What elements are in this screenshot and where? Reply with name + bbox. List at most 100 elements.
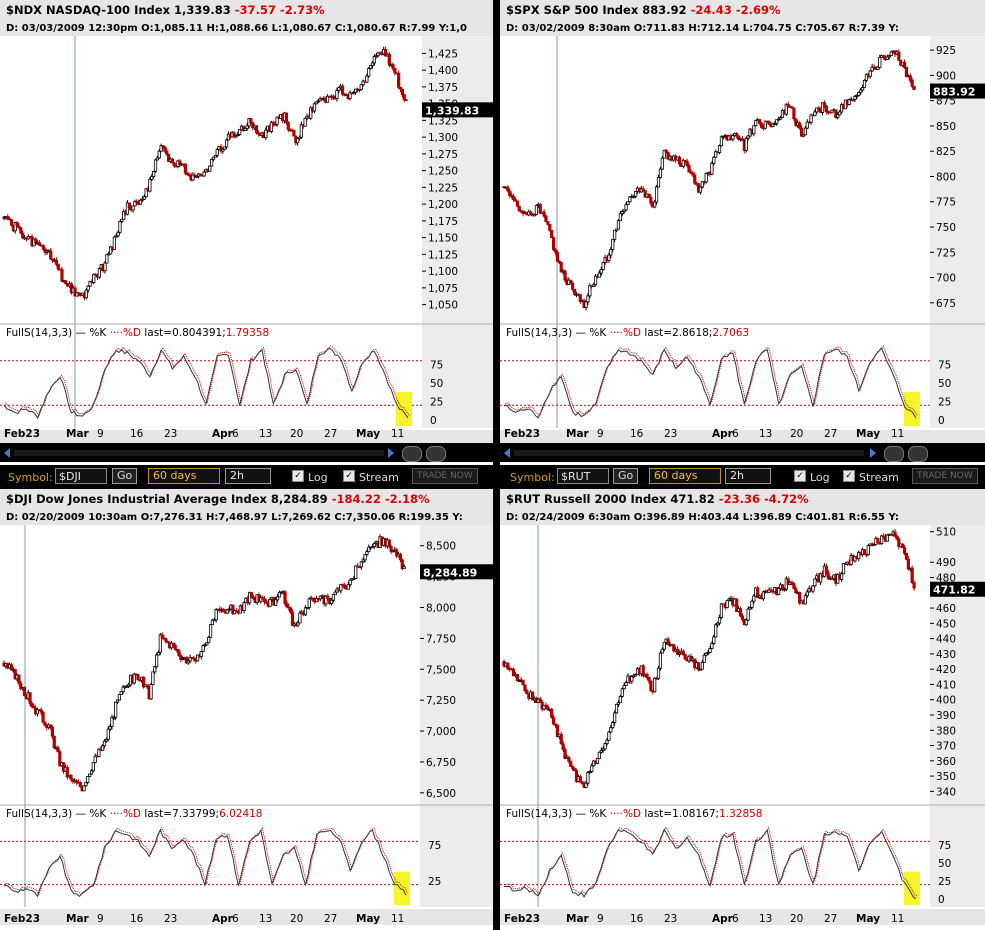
candle-body (609, 727, 613, 733)
zoom-out-icon[interactable] (908, 446, 928, 462)
candle-body (523, 684, 527, 692)
candle-body (561, 743, 565, 750)
candle-body (285, 603, 289, 608)
candle-body (553, 723, 558, 726)
candle-body (104, 738, 108, 742)
stream-checkbox[interactable]: ✓ (343, 470, 355, 482)
candle-body (525, 690, 529, 694)
candle-body (798, 591, 802, 604)
log-checkbox[interactable]: ✓ (292, 470, 304, 482)
trade-now-button[interactable]: TRADE NOW (912, 468, 978, 484)
x-tick-label: Apr (712, 428, 734, 440)
chart-title: $DJI Dow Jones Industrial Average Index … (6, 492, 430, 506)
candle-body (910, 79, 914, 87)
trade-now-button[interactable]: TRADE NOW (412, 468, 478, 484)
candle-body (805, 591, 809, 597)
candle-body (318, 595, 322, 600)
candle-body (140, 198, 145, 201)
x-tick-label: 6 (732, 913, 739, 925)
chart-panel-dji[interactable]: $DJI Dow Jones Industrial Average Index … (0, 489, 493, 930)
go-button[interactable]: Go (112, 468, 138, 484)
candle-body (324, 595, 328, 605)
dji-chart-svg[interactable]: $DJI Dow Jones Industrial Average Index … (0, 489, 493, 930)
candle-body (387, 539, 391, 547)
candle-body (675, 648, 680, 655)
scroll-left-icon[interactable] (4, 448, 10, 458)
candle-body (571, 766, 575, 769)
scroll-left-icon[interactable] (504, 448, 510, 458)
candle-body (904, 552, 909, 560)
candle-body (398, 553, 403, 561)
candle-body (876, 538, 880, 544)
candle-body (773, 122, 777, 125)
spx-chart-svg[interactable]: $SPX S&P 500 Index 883.92 -24.43 -2.69% D… (500, 0, 985, 444)
last-price-box (422, 102, 493, 118)
scroll-track[interactable] (14, 450, 384, 456)
candle-body (616, 702, 621, 705)
candle-body (738, 608, 743, 617)
x-tick-label: 11 (391, 428, 404, 440)
log-checkbox[interactable]: ✓ (794, 470, 806, 482)
candle-body (305, 607, 309, 609)
scroll-right-icon[interactable] (870, 448, 876, 458)
candle-body (857, 552, 861, 560)
change-percent: -4.72% (764, 492, 809, 506)
candle-body (538, 204, 542, 214)
chart-panel-rut[interactable]: $RUT Russell 2000 Index 471.82 -23.36 -4… (500, 489, 985, 930)
candle-body (152, 171, 156, 177)
scrollbar-left[interactable] (0, 444, 493, 462)
scrollbar-right[interactable] (500, 444, 985, 462)
candle-body (714, 151, 718, 158)
candle-body (264, 129, 268, 139)
candle-body (510, 195, 514, 197)
scroll-track[interactable] (514, 450, 864, 456)
days-select[interactable]: 60 days (148, 468, 220, 484)
candle-body (731, 135, 735, 140)
candle-body (48, 724, 53, 728)
candle-body (855, 94, 859, 97)
candle-body (145, 684, 149, 688)
zoom-out-icon[interactable] (426, 446, 446, 462)
candle-body (689, 655, 693, 661)
interval-select[interactable]: 2h (725, 468, 771, 484)
candle-body (534, 205, 539, 215)
stream-checkbox[interactable]: ✓ (843, 470, 855, 482)
candle-body (897, 51, 901, 61)
change-value: -24.43 (691, 3, 736, 17)
ohlc-info: D: 02/24/2009 6:30am O:396.89 H:403.44 L… (506, 512, 899, 523)
candle-body (222, 609, 226, 613)
x-tick-label: 20 (290, 913, 303, 925)
candle-body (171, 642, 175, 646)
candle-body (359, 84, 363, 90)
symbol-input[interactable]: $RUT (557, 468, 609, 484)
zoom-in-icon[interactable] (884, 446, 904, 462)
go-button[interactable]: Go (613, 468, 639, 484)
symbol-input[interactable]: $DJI (55, 468, 107, 484)
candle-body (912, 85, 916, 90)
candle-body (613, 230, 617, 240)
scroll-right-icon[interactable] (388, 448, 394, 458)
candle-body (847, 99, 851, 105)
days-select[interactable]: 60 days (649, 468, 721, 484)
candle-body (557, 260, 561, 264)
zoom-in-icon[interactable] (402, 446, 422, 462)
ndx-chart-svg[interactable]: $NDX NASDAQ-100 Index 1,339.83 -37.57 -2… (0, 0, 493, 444)
symbol-toolbar-left: Symbol: $DJI Go 60 days 2h ✓ Log ✓ Strea… (0, 466, 493, 489)
candle-body (15, 222, 19, 227)
candle-body (817, 107, 821, 110)
candle-body (508, 190, 512, 196)
y-tick-label: 350 (936, 771, 956, 783)
chart-panel-spx[interactable]: $SPX S&P 500 Index 883.92 -24.43 -2.69% D… (500, 0, 985, 465)
candle-body (163, 146, 167, 152)
rut-chart-svg[interactable]: $RUT Russell 2000 Index 471.82 -23.36 -4… (500, 489, 985, 930)
last-price-label: 471.82 (933, 584, 975, 597)
chart-panel-ndx[interactable]: $NDX NASDAQ-100 Index 1,339.83 -37.57 -2… (0, 0, 493, 465)
chart-title: $NDX NASDAQ-100 Index 1,339.83 -37.57 -2… (6, 3, 325, 17)
candle-body (315, 597, 319, 603)
candle-body (790, 582, 794, 585)
stoch-highlight-box (394, 871, 410, 905)
scroll-top (0, 443, 493, 444)
interval-select[interactable]: 2h (225, 468, 271, 484)
candle-body (19, 682, 23, 690)
candle-body (681, 159, 685, 167)
